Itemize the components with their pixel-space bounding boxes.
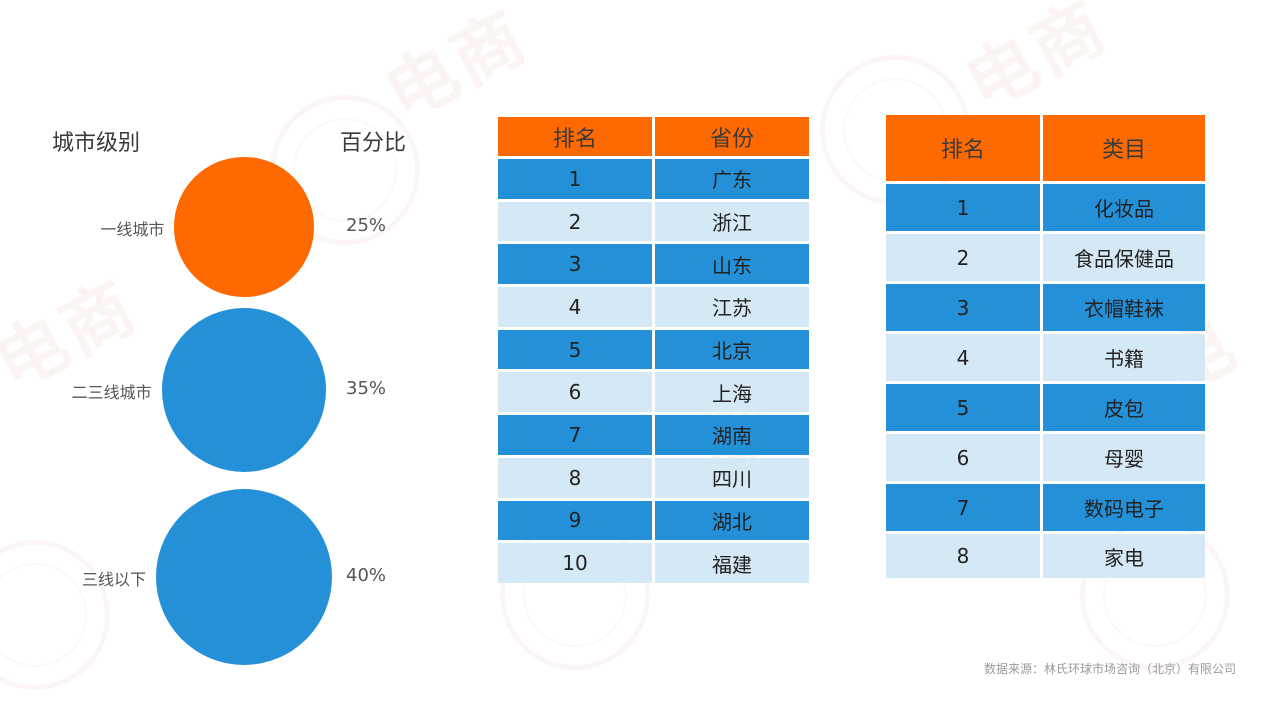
province-cell-rank: 1 [498,159,652,199]
city-level-label: 一线城市 [100,220,165,239]
category-cell-name: 食品保健品 [1043,234,1205,281]
category-cell-name: 化妆品 [1043,184,1205,231]
province-cell-name: 福建 [655,543,809,583]
bubble-2 [161,307,327,473]
category-header-name: 类目 [1043,115,1205,181]
province-cell-name: 上海 [655,372,809,413]
category-cell-name: 家电 [1043,534,1205,578]
category-cell-rank: 1 [886,184,1040,231]
data-source-note: 数据来源：林氏环球市场咨询（北京）有限公司 [983,662,1236,676]
category-cell-rank: 5 [886,384,1040,431]
city-level-label: 三线以下 [81,570,146,589]
province-cell-name: 江苏 [655,287,809,327]
province-cell-name: 湖南 [655,415,809,455]
province-cell-name: 湖北 [655,500,809,541]
percent-label: 25% [346,215,387,236]
province-cell-rank: 7 [498,415,652,455]
category-cell-name: 皮包 [1043,384,1205,431]
province-cell-name: 山东 [655,244,809,285]
category-cell-name: 书籍 [1043,334,1205,381]
province-ranking-table: 排名 省份 1 广东 2 浙江 3 山东 4 江苏 5 北京 6 上海 7 湖南 8 四川 9 湖北 10 福建 [498,117,809,583]
province-cell-rank: 10 [498,543,652,583]
percent-label: 35% [346,378,387,399]
percent-header: 百分比 [340,131,407,156]
province-cell-rank: 8 [498,457,652,498]
category-cell-name: 数码电子 [1043,484,1205,531]
province-cell-name: 四川 [655,457,809,498]
city-level-label: 二三线城市 [71,383,152,402]
province-cell-rank: 4 [498,287,652,327]
category-cell-rank: 8 [886,534,1040,578]
category-cell-name: 母婴 [1043,434,1205,481]
category-header-rank: 排名 [886,115,1040,181]
category-cell-rank: 7 [886,484,1040,531]
category-ranking-table: 排名 类目 1 化妆品 2 食品保健品 3 衣帽鞋袜 4 书籍 5 皮包 6 母婴 7 数码电子 8 家电 [886,115,1205,578]
province-cell-rank: 9 [498,500,652,541]
watermark-seal-icon [0,540,110,690]
category-cell-name: 衣帽鞋袜 [1043,284,1205,331]
category-cell-rank: 3 [886,284,1040,331]
percent-label: 40% [346,565,387,586]
category-cell-rank: 6 [886,434,1040,481]
province-cell-rank: 2 [498,201,652,242]
province-cell-name: 浙江 [655,201,809,242]
province-cell-rank: 3 [498,244,652,285]
bubble-3 [156,489,332,665]
province-cell-rank: 6 [498,372,652,413]
province-cell-name: 北京 [655,329,809,370]
province-header-rank: 排名 [498,117,652,156]
province-header-name: 省份 [655,117,809,156]
bubble-1 [174,157,314,297]
category-cell-rank: 2 [886,234,1040,281]
city-level-header: 城市级别 [52,131,141,156]
province-cell-name: 广东 [655,159,809,199]
province-cell-rank: 5 [498,329,652,370]
watermark-glyph: 电商 [951,0,1122,127]
category-cell-rank: 4 [886,334,1040,381]
